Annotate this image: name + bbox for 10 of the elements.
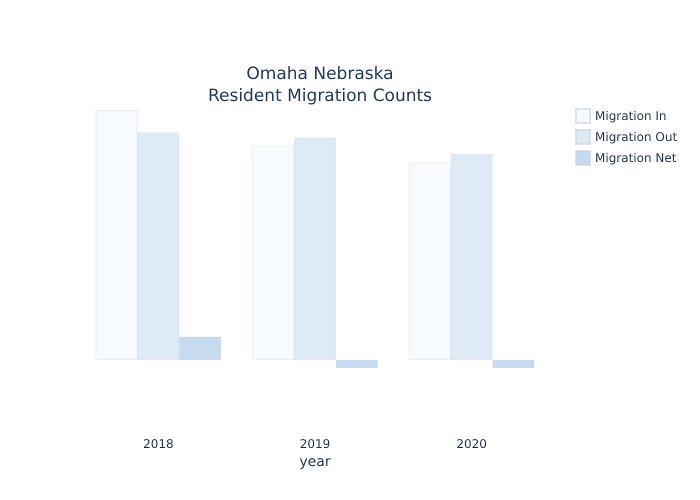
legend-label: Migration Net [595, 151, 677, 165]
legend-label: Migration In [595, 109, 667, 123]
legend-label: Migration Out [595, 130, 678, 144]
x-axis-title: year [299, 454, 331, 470]
bar [336, 360, 378, 368]
x-tick-label: 2019 [300, 437, 330, 451]
bar [492, 360, 534, 368]
chart-title: Omaha Nebraska Resident Migration Counts [208, 64, 432, 106]
x-tick-label: 2020 [456, 437, 487, 451]
x-tick-label: 2018 [143, 437, 174, 451]
